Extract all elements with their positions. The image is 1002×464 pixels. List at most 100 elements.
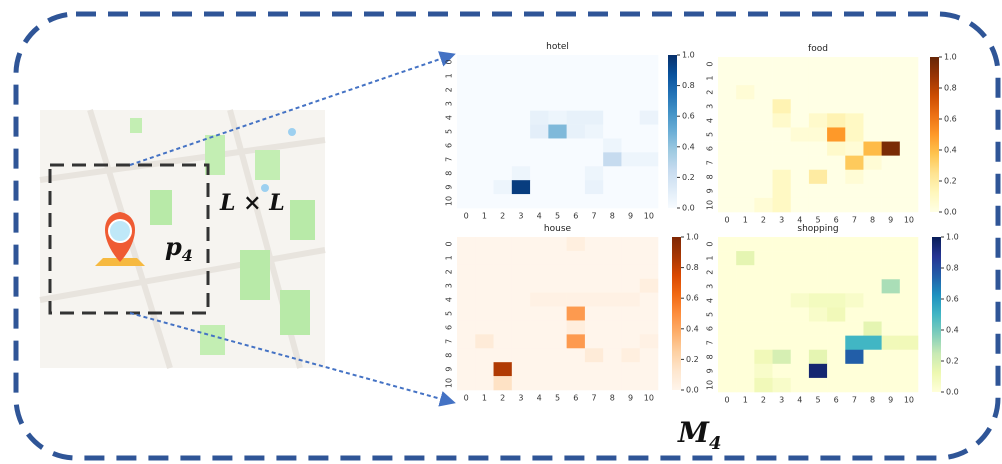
y-tick-label: 4 (445, 297, 454, 302)
x-tick-label: 1 (743, 396, 748, 405)
colorbar-tick-label: 0.6 (682, 112, 695, 121)
cell (809, 322, 827, 336)
cell (809, 265, 827, 279)
cell (603, 152, 622, 166)
cell (736, 322, 754, 336)
cell (585, 152, 604, 166)
y-tick-label: 1 (706, 76, 715, 81)
cell (791, 127, 809, 141)
cell (475, 279, 494, 293)
cell (809, 350, 827, 364)
cell (773, 293, 791, 307)
cell (475, 111, 494, 125)
cell (827, 279, 845, 293)
cell (548, 265, 567, 279)
cell (754, 184, 772, 198)
cell (863, 322, 881, 336)
cell (494, 362, 513, 376)
cell (640, 348, 659, 362)
y-tick-label: 6 (706, 146, 715, 151)
cell (475, 83, 494, 97)
y-tick-label: 9 (706, 368, 715, 373)
cell (494, 166, 513, 180)
x-tick-label: 3 (779, 396, 784, 405)
cell (512, 152, 531, 166)
cell (585, 348, 604, 362)
cell (640, 237, 659, 251)
cell (845, 142, 863, 156)
cell (900, 142, 918, 156)
cell (640, 334, 659, 348)
cell (585, 376, 604, 390)
heatmaps: hotel0123456789100123456789100.00.20.40.… (445, 42, 959, 405)
colorbar-tick-label: 1.0 (686, 233, 699, 242)
cell (754, 142, 772, 156)
cell (809, 71, 827, 85)
y-tick-label: 7 (706, 160, 715, 165)
cell (718, 198, 736, 212)
cell (718, 364, 736, 378)
cell (475, 348, 494, 362)
cell (567, 293, 586, 307)
cell (882, 198, 900, 212)
cell (585, 69, 604, 83)
cell (863, 170, 881, 184)
cell (809, 251, 827, 265)
cell (567, 111, 586, 125)
cell (791, 237, 809, 251)
cell (718, 85, 736, 99)
x-tick-label: 5 (815, 396, 820, 405)
cell (512, 362, 531, 376)
cell (791, 265, 809, 279)
cell (882, 142, 900, 156)
cell (845, 279, 863, 293)
cell (512, 180, 531, 194)
cell (548, 334, 567, 348)
cell (567, 376, 586, 390)
cell (900, 251, 918, 265)
cell (827, 265, 845, 279)
y-tick-label: 7 (706, 340, 715, 345)
cell (512, 194, 531, 208)
cell (718, 350, 736, 364)
cell (457, 97, 476, 111)
x-tick-label: 5 (555, 212, 560, 221)
cell (494, 376, 513, 390)
cell (791, 293, 809, 307)
cell (530, 55, 549, 69)
cell (548, 69, 567, 83)
cell (494, 111, 513, 125)
cell (548, 251, 567, 265)
y-tick-label: 5 (706, 312, 715, 317)
cell (640, 293, 659, 307)
cell (754, 57, 772, 71)
cell (773, 113, 791, 127)
cell (845, 307, 863, 321)
size-label: L × L (219, 190, 285, 216)
y-tick-label: 3 (706, 284, 715, 289)
cell (585, 55, 604, 69)
cell (603, 194, 622, 208)
cell (773, 170, 791, 184)
cell (882, 113, 900, 127)
cell (494, 69, 513, 83)
cell (827, 378, 845, 392)
cell (640, 83, 659, 97)
cell (791, 113, 809, 127)
cell (621, 348, 640, 362)
plot-title: shopping (797, 224, 838, 234)
colorbar-tick-label: 0.8 (682, 81, 695, 90)
cell (603, 376, 622, 390)
cell (863, 279, 881, 293)
cell (603, 166, 622, 180)
cell (882, 251, 900, 265)
cell (736, 237, 754, 251)
cell (882, 293, 900, 307)
cell (640, 362, 659, 376)
colorbar-tick-label: 0.4 (946, 326, 959, 335)
cell (512, 97, 531, 111)
cell (475, 293, 494, 307)
cell (640, 111, 659, 125)
x-tick-label: 7 (591, 394, 596, 403)
cell (718, 99, 736, 113)
